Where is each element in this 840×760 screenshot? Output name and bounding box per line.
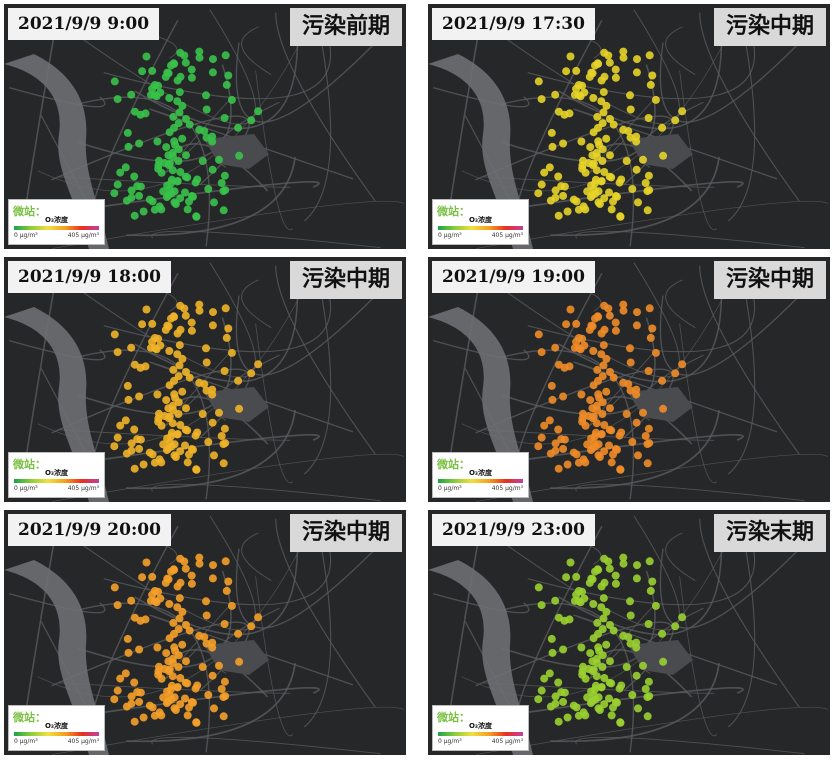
map-panel-1730: 2021/9/9 17:30 污染中期 微站： O₃浓度 0 μg/m³ 405…: [428, 4, 830, 249]
legend-min: 0 μg/m³: [438, 485, 462, 492]
legend-pollutant: O₃浓度: [44, 216, 69, 224]
legend: 微站： O₃浓度 0 μg/m³ 405 μg/m³: [432, 705, 529, 751]
legend-max: 405 μg/m³: [491, 738, 523, 745]
monitoring-stations: [110, 553, 263, 727]
legend-color-bar: [14, 732, 99, 736]
legend-max: 405 μg/m³: [67, 232, 99, 239]
legend-max: 405 μg/m³: [67, 485, 99, 492]
stage-label: 污染前期: [289, 8, 402, 46]
legend-color-bar: [438, 479, 523, 483]
legend-pollutant: O₃浓度: [468, 216, 493, 224]
map-panel-2000: 2021/9/9 20:00 污染中期 微站： O₃浓度 0 μg/m³ 405…: [4, 510, 406, 755]
monitoring-stations: [534, 47, 687, 221]
map-panel-2300: 2021/9/9 23:00 污染末期 微站： O₃浓度 0 μg/m³ 405…: [428, 510, 830, 755]
legend-max: 405 μg/m³: [491, 232, 523, 239]
legend-pollutant: O₃浓度: [468, 469, 493, 477]
legend-color-bar: [438, 732, 523, 736]
legend-min: 0 μg/m³: [14, 738, 38, 745]
timestamp-label: 2021/9/9 19:00: [432, 261, 595, 293]
stage-label: 污染中期: [289, 514, 402, 552]
timestamp-label: 2021/9/9 17:30: [432, 8, 595, 40]
legend: 微站： O₃浓度 0 μg/m³ 405 μg/m³: [432, 199, 529, 245]
legend-min: 0 μg/m³: [438, 738, 462, 745]
legend-title: 微站：: [437, 205, 470, 218]
map-panel-1800: 2021/9/9 18:00 污染中期 微站： O₃浓度 0 μg/m³ 405…: [4, 257, 406, 502]
monitoring-stations: [110, 300, 263, 474]
legend: 微站： O₃浓度 0 μg/m³ 405 μg/m³: [8, 199, 105, 245]
legend-color-bar: [438, 226, 523, 230]
legend-max: 405 μg/m³: [491, 485, 523, 492]
map-panel-1900: 2021/9/9 19:00 污染中期 微站： O₃浓度 0 μg/m³ 405…: [428, 257, 830, 502]
legend-title: 微站：: [13, 711, 46, 724]
legend-pollutant: O₃浓度: [44, 722, 69, 730]
legend-min: 0 μg/m³: [438, 232, 462, 239]
legend-min: 0 μg/m³: [14, 232, 38, 239]
legend-max: 405 μg/m³: [67, 738, 99, 745]
stage-label: 污染中期: [289, 261, 402, 299]
stage-label: 污染中期: [713, 8, 826, 46]
legend-title: 微站：: [437, 711, 470, 724]
stage-label: 污染末期: [713, 514, 826, 552]
base-map: [428, 514, 829, 755]
legend-title: 微站：: [13, 458, 46, 471]
legend-title: 微站：: [437, 458, 470, 471]
timestamp-label: 2021/9/9 23:00: [432, 514, 595, 546]
monitoring-stations: [534, 553, 687, 727]
legend-color-bar: [14, 479, 99, 483]
timestamp-label: 2021/9/9 18:00: [8, 261, 171, 293]
legend: 微站： O₃浓度 0 μg/m³ 405 μg/m³: [8, 452, 105, 498]
base-map: [4, 261, 405, 502]
monitoring-stations: [534, 300, 687, 474]
timestamp-label: 2021/9/9 20:00: [8, 514, 171, 546]
legend-title: 微站：: [13, 205, 46, 218]
stage-label: 污染中期: [713, 261, 826, 299]
legend-color-bar: [14, 226, 99, 230]
legend-min: 0 μg/m³: [14, 485, 38, 492]
map-panel-0900: 2021/9/9 9:00 污染前期 微站： O₃浓度 0 μg/m³ 405 …: [4, 4, 406, 249]
legend: 微站： O₃浓度 0 μg/m³ 405 μg/m³: [8, 705, 105, 751]
monitoring-stations: [110, 47, 263, 221]
timestamp-label: 2021/9/9 9:00: [8, 8, 160, 40]
legend: 微站： O₃浓度 0 μg/m³ 405 μg/m³: [432, 452, 529, 498]
legend-pollutant: O₃浓度: [468, 722, 493, 730]
legend-pollutant: O₃浓度: [44, 469, 69, 477]
